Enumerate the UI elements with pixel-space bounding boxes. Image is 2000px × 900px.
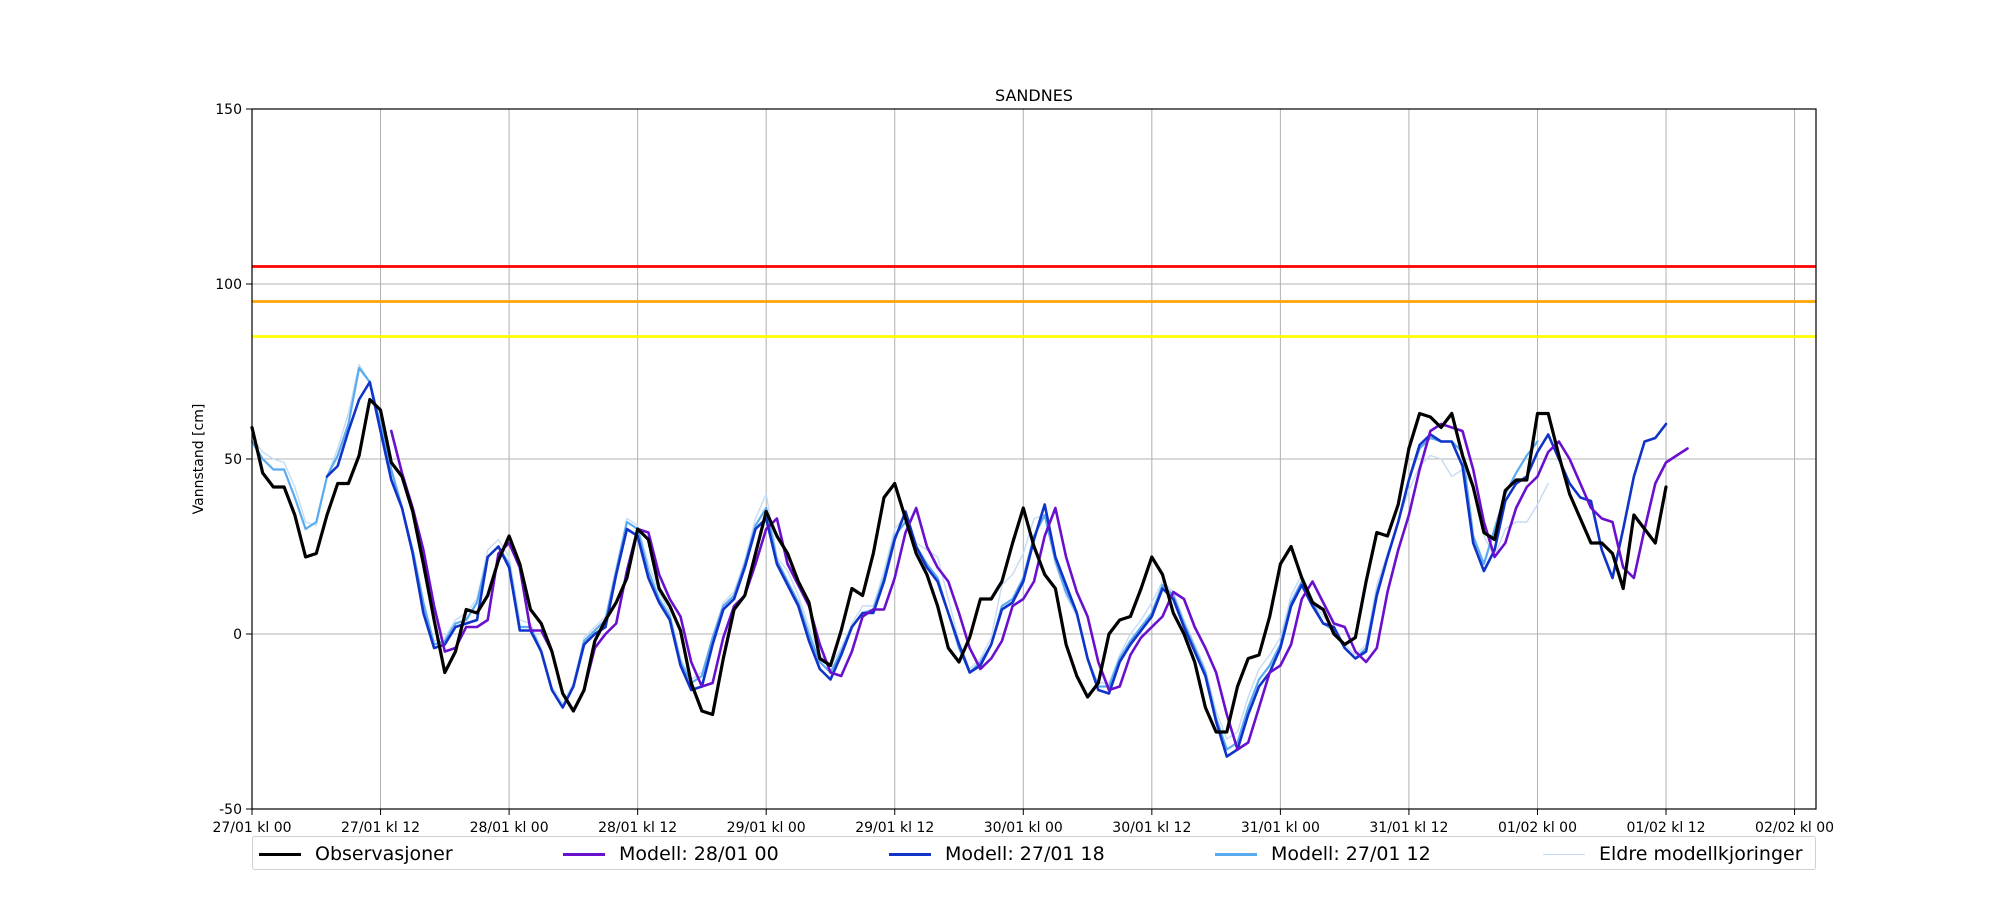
legend: Observasjoner Modell: 28/01 00 Modell: 2… (252, 836, 1816, 870)
legend-label-model-2801-00: Modell: 28/01 00 (619, 843, 779, 865)
x-tick-label: 30/01 kl 00 (984, 820, 1063, 836)
legend-item-model-2701-18: Modell: 27/01 18 (889, 837, 1105, 871)
x-tick-label: 29/01 kl 00 (727, 820, 806, 836)
chart-title: SANDNES (995, 86, 1073, 105)
x-tick-label: 02/02 kl 00 (1755, 820, 1834, 836)
y-tick-label: 100 (215, 277, 242, 293)
legend-label-model-2701-18: Modell: 27/01 18 (945, 843, 1105, 865)
y-tick-label: 0 (233, 627, 242, 643)
series-line (250, 397, 1668, 734)
y-tick-label: 150 (215, 102, 242, 118)
x-tick-label: 31/01 kl 12 (1369, 820, 1448, 836)
x-tick-label: 29/01 kl 12 (855, 820, 934, 836)
x-tick-label: 27/01 kl 00 (212, 820, 291, 836)
series-line (325, 380, 1668, 758)
x-tick-label: 01/02 kl 12 (1626, 820, 1705, 836)
legend-label-older-runs: Eldre modellkjoringer (1599, 843, 1803, 865)
axis-layer: -50 0 50 100 150 27/01 kl 00 27/01 kl 12 28/01 … (212, 102, 1834, 836)
threshold-layer (252, 265, 1816, 338)
legend-label-model-2701-12: Modell: 27/01 12 (1271, 843, 1431, 865)
x-tick-label: 28/01 kl 00 (470, 820, 549, 836)
y-tick-label: -50 (219, 802, 242, 818)
legend-swatch-model-2701-12 (1215, 852, 1257, 856)
legend-swatch-model-2701-18 (889, 852, 931, 856)
y-axis-label: Vannstand [cm] (191, 404, 207, 515)
legend-item-observations: Observasjoner (259, 837, 453, 871)
y-tick-label: 50 (224, 452, 242, 468)
legend-item-model-2801-00: Modell: 28/01 00 (563, 837, 779, 871)
legend-swatch-observations (259, 852, 301, 856)
x-tick-label: 31/01 kl 00 (1241, 820, 1320, 836)
x-tick-label: 30/01 kl 12 (1112, 820, 1191, 836)
legend-swatch-older-runs (1543, 853, 1585, 855)
legend-item-older-runs: Eldre modellkjoringer (1543, 837, 1803, 871)
grid-layer (251, 108, 1816, 810)
legend-swatch-model-2801-00 (563, 852, 605, 856)
legend-item-model-2701-12: Modell: 27/01 12 (1215, 837, 1431, 871)
x-tick-label: 27/01 kl 12 (341, 820, 420, 836)
legend-label-observations: Observasjoner (315, 843, 453, 865)
series-layer (250, 363, 1689, 758)
x-tick-label: 28/01 kl 12 (598, 820, 677, 836)
x-tick-label: 01/02 kl 00 (1498, 820, 1577, 836)
series-line (389, 422, 1689, 751)
